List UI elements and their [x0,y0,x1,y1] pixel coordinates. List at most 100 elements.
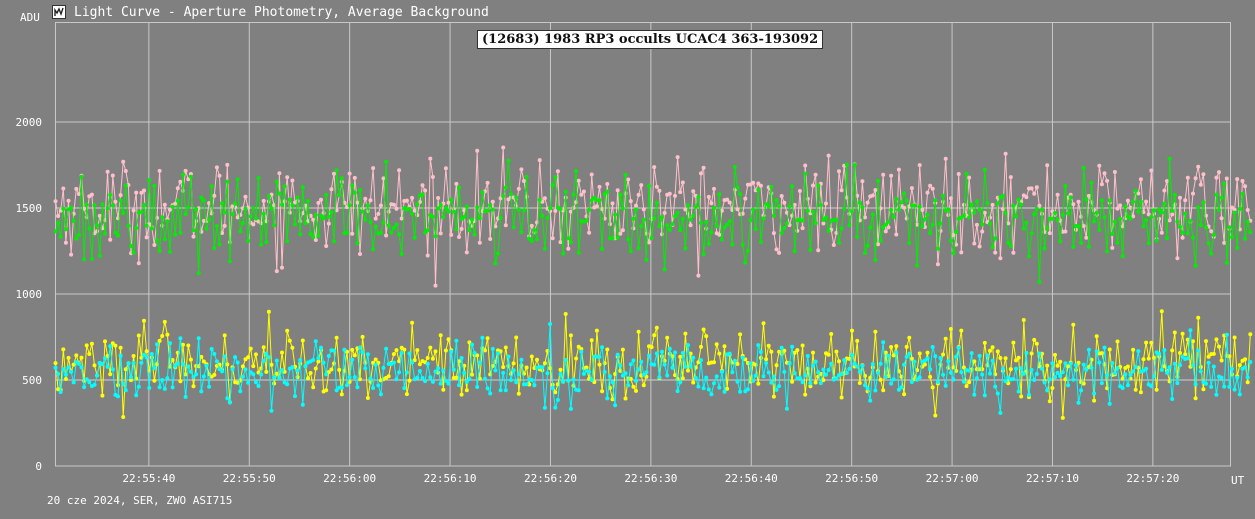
data-point [688,217,693,222]
data-point [777,349,782,354]
data-point [516,207,521,212]
data-point [113,230,118,235]
data-point [152,378,157,383]
data-point [1167,218,1172,223]
data-point [103,231,107,236]
data-point [1084,235,1089,240]
data-point [1071,322,1076,327]
data-point [889,173,894,178]
data-point [261,198,266,203]
data-point [319,345,323,350]
data-point [319,213,323,218]
data-point [490,346,495,351]
data-point [360,334,365,339]
data-point [855,234,860,239]
data-point [404,370,409,375]
data-point [1092,391,1097,396]
data-point [365,352,370,357]
data-point [201,374,206,379]
data-point [506,158,511,163]
data-point [896,167,901,172]
data-point [87,226,92,231]
data-point [922,362,927,367]
series-line [55,147,1251,286]
data-point [605,347,610,352]
x-tick-label: 22:57:10 [1026,472,1079,485]
data-point [1008,367,1013,372]
data-point [1196,205,1201,210]
data-point [1209,229,1214,234]
data-point [649,236,654,241]
data-point [430,214,435,219]
data-point [142,188,146,193]
data-point [319,197,323,202]
data-point [1183,198,1188,203]
data-point [76,233,81,238]
data-point [311,217,316,222]
data-point [516,186,521,191]
data-point [1217,170,1221,175]
data-point [576,344,581,349]
data-point [324,372,329,377]
data-point [384,233,389,238]
data-point [974,222,979,227]
data-point [295,368,300,373]
data-point [105,206,110,211]
data-point [347,171,352,176]
data-point [144,235,149,240]
data-point [66,198,71,203]
data-point [641,383,646,388]
data-point [920,208,925,212]
data-point [121,211,126,216]
data-point [53,199,58,204]
data-point [313,212,318,217]
data-point [821,217,826,222]
data-point [1204,381,1208,386]
data-point [527,236,532,241]
data-point [777,384,782,389]
data-point [144,349,149,354]
data-point [917,163,922,168]
data-point [662,210,667,215]
data-point [1076,400,1081,405]
data-point [407,206,412,211]
data-point [673,350,677,355]
data-point [678,228,683,233]
data-point [162,386,167,391]
data-point [1099,182,1104,187]
data-point [941,193,946,198]
light-curve-app-icon[interactable] [52,5,66,19]
data-point [928,183,933,188]
data-point [943,383,948,388]
data-point [831,243,836,247]
data-point [964,384,969,389]
data-point [683,207,688,212]
data-point [824,372,828,377]
data-point [110,173,115,178]
data-point [1146,356,1151,361]
data-point [123,183,128,188]
data-point [1165,179,1169,184]
data-point [282,199,287,204]
data-point [605,396,610,401]
data-point [503,345,508,350]
data-point [902,205,907,210]
data-point [1201,387,1206,392]
x-axis-label: UT [1231,474,1245,487]
data-point [129,244,133,248]
data-point [756,187,761,192]
data-point [589,338,594,343]
data-point [194,207,199,212]
data-point [490,199,495,204]
data-point [782,200,787,205]
data-point [881,388,886,393]
data-point [1029,231,1034,236]
data-point [935,246,940,251]
data-point [287,338,292,343]
data-point [925,212,930,217]
data-point [699,220,703,225]
data-point [170,204,175,209]
data-point [1011,250,1016,255]
data-point [995,349,1000,354]
data-point [1014,214,1018,219]
